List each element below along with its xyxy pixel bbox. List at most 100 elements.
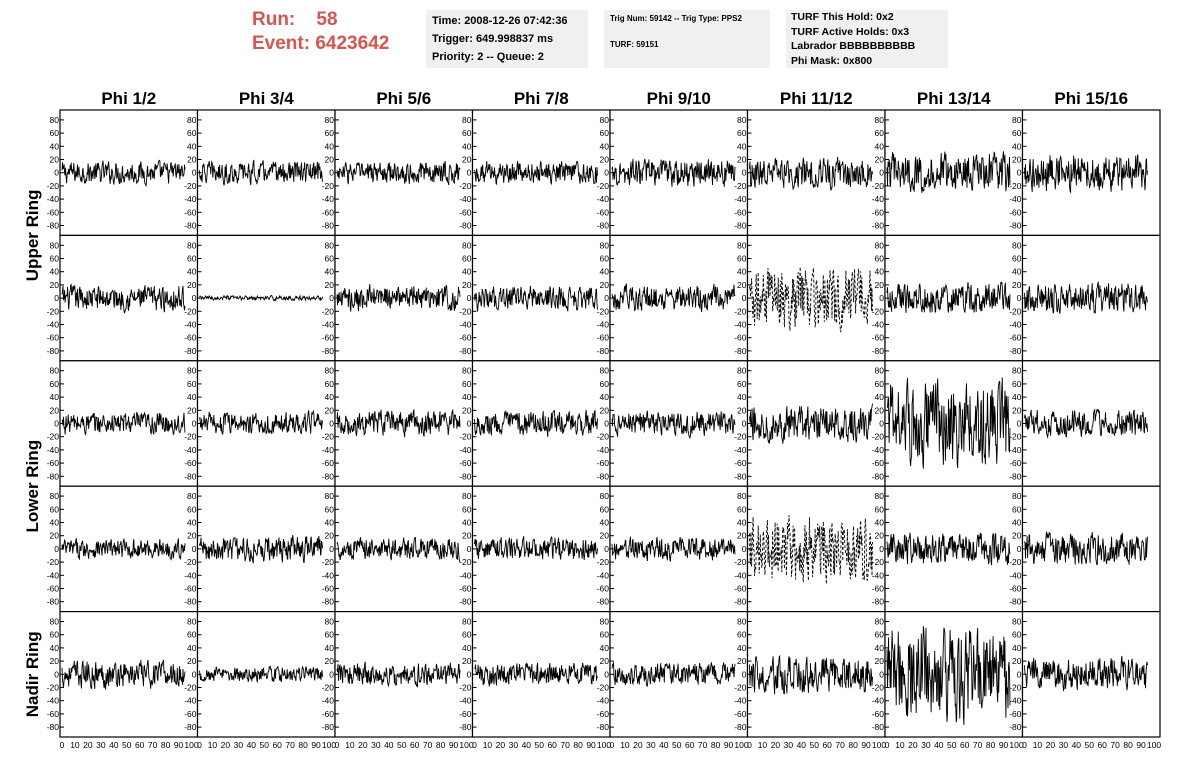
y-tick-label: 0 xyxy=(604,419,609,429)
waveform-panel: -80 -60 -40 -20 0 20 40 60 80 xyxy=(322,610,474,738)
x-tick-label: 40 xyxy=(384,740,394,750)
x-tick-label: 50 xyxy=(947,740,957,750)
y-tick-label: -20 xyxy=(597,557,610,567)
y-tick-label: -80 xyxy=(597,597,610,607)
waveform-line xyxy=(749,654,873,695)
y-tick-label: 80 xyxy=(737,491,747,501)
y-tick-label: -80 xyxy=(1009,221,1022,231)
y-tick-label: 80 xyxy=(600,240,610,250)
y-tick-label: -20 xyxy=(47,306,60,316)
y-tick-label: 80 xyxy=(1012,240,1022,250)
waveform-line xyxy=(61,411,186,436)
waveform-line xyxy=(611,158,736,187)
y-tick-label: -80 xyxy=(872,597,885,607)
y-tick-label: -20 xyxy=(597,683,610,693)
y-tick-label: -20 xyxy=(47,557,60,567)
y-tick-label: 40 xyxy=(737,643,747,653)
y-tick-label: -40 xyxy=(597,194,610,204)
x-tick-label: 60 xyxy=(960,740,970,750)
waveform-line xyxy=(886,377,1011,469)
y-tick-label: 0 xyxy=(192,168,197,178)
y-tick-label: 60 xyxy=(875,630,885,640)
y-tick-label: -60 xyxy=(597,709,610,719)
y-tick-label: 80 xyxy=(50,617,60,627)
y-tick-label: -60 xyxy=(597,333,610,343)
x-tick-label: 70 xyxy=(1110,740,1120,750)
y-tick-label: 0 xyxy=(192,293,197,303)
y-tick-label: 0 xyxy=(1017,544,1022,554)
y-tick-label: 60 xyxy=(187,254,197,264)
y-tick-label: 60 xyxy=(600,254,610,264)
y-tick-label: 60 xyxy=(737,379,747,389)
y-tick-label: -60 xyxy=(322,709,335,719)
y-tick-label: 60 xyxy=(325,254,335,264)
waveform-line xyxy=(61,538,186,561)
y-tick-label: 60 xyxy=(50,128,60,138)
y-tick-label: -40 xyxy=(184,445,197,455)
y-tick-label: 40 xyxy=(600,267,610,277)
y-tick-label: 20 xyxy=(600,531,610,541)
y-tick-label: 20 xyxy=(462,155,472,165)
y-tick-label: -60 xyxy=(734,458,747,468)
y-tick-label: 80 xyxy=(325,240,335,250)
y-tick-label: -60 xyxy=(47,207,60,217)
x-tick-label: 90 xyxy=(1136,740,1146,750)
x-tick-label: 10 xyxy=(208,740,218,750)
y-tick-label: -60 xyxy=(184,709,197,719)
y-tick-label: 60 xyxy=(737,128,747,138)
waveform-line xyxy=(336,536,461,563)
x-tick-label: 100 xyxy=(1009,740,1023,750)
y-tick-label: -60 xyxy=(184,458,197,468)
y-tick-label: -40 xyxy=(459,570,472,580)
x-tick-label: 50 xyxy=(672,740,682,750)
waveform-line xyxy=(474,409,598,437)
trigger-line: Trigger: 649.998837 ms xyxy=(432,33,554,45)
y-tick-label: 60 xyxy=(1012,630,1022,640)
y-tick-label: -60 xyxy=(322,207,335,217)
y-tick-label: -80 xyxy=(322,346,335,356)
x-tick-label: 90 xyxy=(586,740,596,750)
x-tick-label: 0 xyxy=(472,740,477,750)
y-tick-label: 20 xyxy=(1012,155,1022,165)
waveform-line xyxy=(886,532,1011,566)
y-tick-label: 20 xyxy=(187,405,197,415)
x-tick-label: 20 xyxy=(358,740,368,750)
waveform-panel: -80 -60 -40 -20 0 20 40 60 80 xyxy=(734,109,886,237)
y-tick-label: 20 xyxy=(325,280,335,290)
y-tick-label: -60 xyxy=(459,584,472,594)
waveform-panel: -80 -60 -40 -20 0 20 40 60 80 xyxy=(322,234,474,362)
x-tick-label: 40 xyxy=(934,740,944,750)
y-tick-label: -60 xyxy=(597,458,610,468)
column-title: Phi 13/14 xyxy=(917,89,991,108)
y-tick-label: 20 xyxy=(737,405,747,415)
y-tick-label: -60 xyxy=(734,333,747,343)
y-tick-label: -40 xyxy=(597,696,610,706)
x-tick-label: 70 xyxy=(560,740,570,750)
waveform-line xyxy=(611,410,736,440)
y-tick-label: 40 xyxy=(600,392,610,402)
x-tick-label: 20 xyxy=(633,740,643,750)
y-tick-label: 0 xyxy=(329,669,334,679)
y-tick-label: 60 xyxy=(462,254,472,264)
y-tick-label: 20 xyxy=(325,405,335,415)
waveform-line xyxy=(336,408,461,438)
waveform-line xyxy=(199,159,323,186)
y-tick-label: 60 xyxy=(325,504,335,514)
y-tick-label: -60 xyxy=(872,584,885,594)
y-tick-label: -40 xyxy=(322,445,335,455)
event-label: Event: xyxy=(252,33,311,54)
y-tick-label: 60 xyxy=(875,379,885,389)
y-tick-label: -80 xyxy=(459,597,472,607)
waveform-panel: -80 -60 -40 -20 0 20 40 60 80 xyxy=(459,360,611,487)
waveform-line xyxy=(749,403,873,444)
y-tick-label: 20 xyxy=(737,155,747,165)
waveform-panel: -80 -60 -40 -20 0 20 40 60 80 xyxy=(597,360,749,487)
y-tick-label: 40 xyxy=(462,518,472,528)
y-tick-label: -40 xyxy=(734,194,747,204)
y-tick-label: -60 xyxy=(872,207,885,217)
y-tick-label: 40 xyxy=(50,518,60,528)
y-tick-label: 80 xyxy=(737,240,747,250)
waveform-line xyxy=(474,285,598,312)
y-tick-label: 0 xyxy=(604,544,609,554)
y-tick-label: -40 xyxy=(47,194,60,204)
